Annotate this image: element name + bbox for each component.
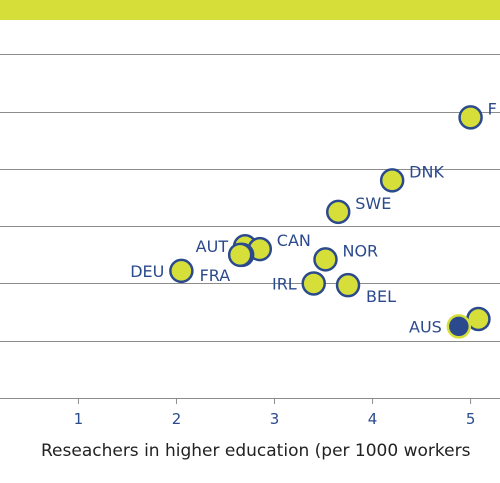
point-deu (169, 258, 194, 284)
x-tick-labels: 1 2 3 4 5 (74, 410, 476, 428)
point-label-irl: IRL (272, 274, 297, 293)
point-bel (335, 272, 361, 298)
point-label-can: CAN (277, 231, 311, 250)
point-label-dnk: DNK (409, 162, 444, 181)
point-label-deu: DEU (130, 262, 164, 281)
point-aus (446, 314, 472, 339)
point-label-f: F (488, 99, 497, 118)
x-tick-label-4: 4 (368, 410, 378, 428)
point-f (458, 105, 483, 130)
x-tick-label-3: 3 (270, 410, 280, 428)
point-label-fra: FRA (200, 266, 231, 285)
point-swe (325, 199, 351, 225)
point-label-bel: BEL (366, 287, 396, 306)
point-irl (301, 271, 326, 296)
point-dnk (379, 168, 405, 193)
x-axis (0, 398, 500, 404)
x-tick-label-2: 2 (172, 410, 182, 428)
data-points (169, 105, 491, 339)
point-labels: F DNK SWE AUT CAN FRA DEU NOR IRL BEL AUS (130, 99, 497, 336)
x-tick-label-5: 5 (466, 410, 476, 428)
point-label-swe: SWE (355, 194, 391, 213)
gridlines (0, 54, 500, 342)
x-axis-title: Reseachers in higher education (per 1000… (41, 441, 471, 461)
point-label-aus: AUS (409, 317, 442, 336)
point-fra (227, 242, 253, 268)
point-label-nor: NOR (342, 241, 378, 260)
header-banner (0, 0, 500, 20)
x-tick-label-1: 1 (74, 410, 84, 428)
point-nor (313, 247, 338, 272)
point-label-aut: AUT (196, 237, 229, 256)
